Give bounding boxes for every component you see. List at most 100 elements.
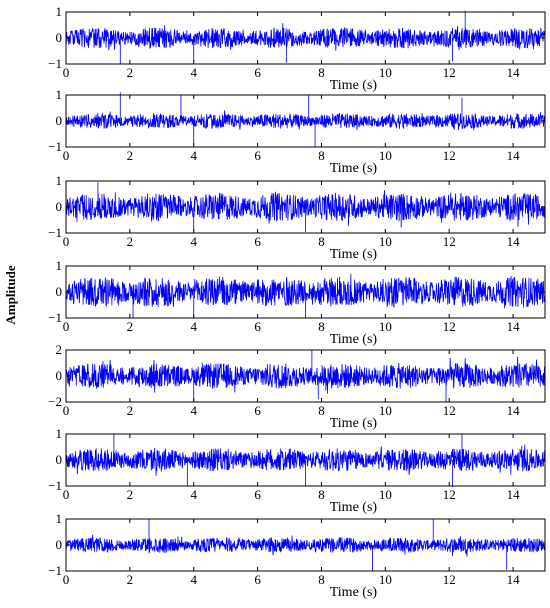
y-tick-label: 1 [56, 426, 63, 441]
y-tick-label: −1 [48, 563, 62, 578]
x-axis-label: Time (s) [330, 161, 378, 176]
y-tick-label: −1 [48, 478, 62, 493]
x-tick-label: 10 [379, 65, 392, 80]
x-tick-label: 4 [190, 403, 197, 418]
waveform-line [65, 350, 546, 402]
x-tick-label: 0 [63, 572, 70, 587]
x-tick-label: 14 [507, 148, 521, 163]
x-tick-label: 0 [63, 65, 70, 80]
x-tick-label: 6 [254, 572, 261, 587]
y-tick-label: 1 [56, 87, 63, 102]
x-tick-label: 2 [127, 403, 134, 418]
x-tick-label: 14 [507, 487, 521, 502]
x-tick-label: 12 [443, 572, 456, 587]
x-tick-label: 6 [254, 319, 261, 334]
x-tick-label: 2 [127, 148, 134, 163]
x-tick-label: 14 [507, 65, 521, 80]
x-tick-label: 0 [63, 319, 70, 334]
x-tick-label: 2 [127, 65, 134, 80]
y-tick-label: 0 [56, 30, 63, 45]
x-tick-label: 6 [254, 487, 261, 502]
x-tick-label: 14 [507, 234, 521, 249]
y-tick-label: 0 [56, 452, 63, 467]
x-tick-label: 8 [318, 65, 325, 80]
y-tick-label: 1 [56, 173, 63, 188]
x-tick-label: 4 [190, 572, 197, 587]
x-tick-label: 4 [190, 148, 197, 163]
waveform-line [65, 182, 546, 232]
y-tick-label: −1 [48, 225, 62, 240]
x-tick-label: 8 [318, 572, 325, 587]
x-tick-label: 8 [318, 148, 325, 163]
x-tick-label: 10 [379, 148, 392, 163]
y-tick-label: 1 [56, 258, 63, 273]
x-tick-label: 0 [63, 148, 70, 163]
x-axis-label: Time (s) [330, 332, 378, 347]
x-tick-label: 6 [254, 403, 261, 418]
x-tick-label: 6 [254, 148, 261, 163]
y-tick-label: 0 [56, 368, 63, 383]
y-tick-label: 0 [56, 284, 63, 299]
waveform-line [65, 92, 546, 147]
x-tick-label: 14 [507, 319, 521, 334]
x-tick-label: 0 [63, 403, 70, 418]
x-axis-label: Time (s) [330, 78, 378, 93]
x-tick-label: 4 [190, 487, 197, 502]
x-tick-label: 10 [379, 487, 392, 502]
x-tick-label: 12 [443, 148, 456, 163]
y-tick-label: 1 [56, 4, 63, 19]
x-tick-label: 12 [443, 65, 456, 80]
x-tick-label: 10 [379, 319, 392, 334]
x-tick-label: 4 [190, 319, 197, 334]
waveform-line [65, 10, 546, 64]
x-axis-label: Time (s) [330, 416, 378, 431]
x-tick-label: 12 [443, 319, 456, 334]
shared-y-axis-label: Amplitude [3, 265, 18, 324]
waveform-line [65, 519, 546, 571]
x-tick-label: 6 [254, 65, 261, 80]
x-tick-label: 2 [127, 487, 134, 502]
x-tick-label: 2 [127, 234, 134, 249]
x-tick-label: 10 [379, 234, 392, 249]
x-axis-label: Time (s) [330, 500, 378, 515]
x-tick-label: 12 [443, 403, 456, 418]
x-tick-label: 10 [379, 403, 392, 418]
x-axis-label: Time (s) [330, 585, 378, 600]
x-tick-label: 8 [318, 234, 325, 249]
x-tick-label: 10 [379, 572, 392, 587]
waveform-line [65, 273, 546, 318]
y-tick-label: 0 [56, 537, 63, 552]
y-tick-label: 1 [56, 511, 63, 526]
y-tick-label: −1 [48, 139, 62, 154]
y-tick-label: −1 [48, 310, 62, 325]
x-tick-label: 14 [507, 572, 521, 587]
x-tick-label: 4 [190, 65, 197, 80]
x-tick-label: 4 [190, 234, 197, 249]
x-tick-label: 2 [127, 572, 134, 587]
x-axis-label: Time (s) [330, 247, 378, 262]
x-tick-label: 8 [318, 403, 325, 418]
y-tick-label: −1 [48, 56, 62, 71]
y-tick-label: 0 [56, 113, 63, 128]
x-tick-label: 0 [63, 487, 70, 502]
x-tick-label: 12 [443, 234, 456, 249]
y-tick-label: 2 [56, 342, 63, 357]
x-tick-label: 2 [127, 319, 134, 334]
x-tick-label: 6 [254, 234, 261, 249]
x-tick-label: 12 [443, 487, 456, 502]
y-tick-label: 0 [56, 199, 63, 214]
x-tick-label: 14 [507, 403, 521, 418]
x-tick-label: 0 [63, 234, 70, 249]
x-tick-label: 8 [318, 319, 325, 334]
waveform-line [65, 434, 546, 488]
y-tick-label: −2 [48, 394, 62, 409]
x-tick-label: 8 [318, 487, 325, 502]
